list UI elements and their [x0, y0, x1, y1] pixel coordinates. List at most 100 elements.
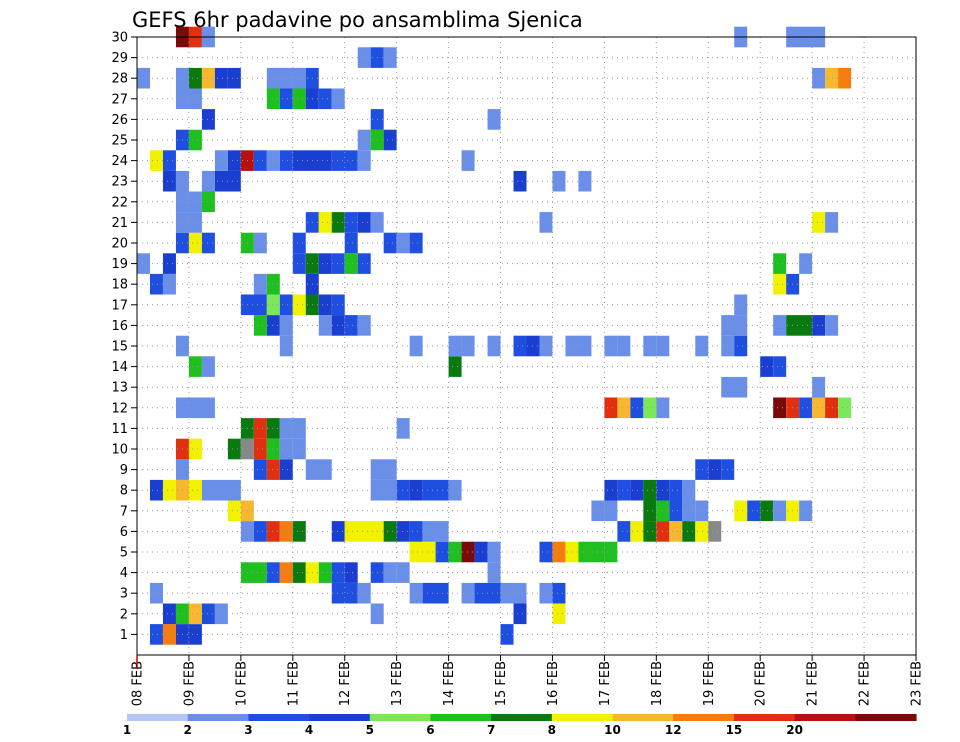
precip-cell: [162, 479, 176, 501]
precip-cell: [292, 562, 306, 583]
y-tick-label: 13: [111, 381, 128, 396]
precip-cell: [188, 356, 202, 377]
y-tick-label: 30: [111, 31, 128, 46]
precip-cell: [825, 212, 839, 233]
precip-cell: [513, 335, 527, 357]
precip-cell: [734, 500, 748, 522]
precip-cell: [331, 212, 345, 233]
precip-cell: [565, 541, 579, 563]
precip-cell: [279, 88, 293, 110]
precip-cell: [318, 562, 332, 583]
precip-cell: [799, 253, 813, 274]
precip-cell: [734, 294, 748, 316]
precip-cell: [162, 170, 176, 192]
precip-cell: [461, 541, 475, 563]
precip-cell: [149, 624, 163, 645]
precip-cell: [773, 315, 787, 336]
x-tick-label: 15 FEB: [494, 661, 509, 706]
precip-cell: [617, 335, 631, 357]
x-tick-label: 18 FEB: [650, 661, 665, 706]
precip-cell: [838, 397, 852, 419]
precip-cell: [630, 521, 644, 542]
precip-cell: [344, 562, 358, 583]
y-tick-label: 5: [120, 546, 128, 561]
precip-cell: [422, 479, 449, 501]
precip-cell: [682, 479, 696, 501]
colorbar-label: 5: [366, 723, 374, 737]
precip-cell: [279, 521, 293, 542]
precip-cell: [422, 582, 449, 604]
precip-cell: [617, 479, 631, 501]
precip-cell: [396, 232, 410, 254]
precip-cell: [201, 170, 215, 192]
colorbar-label: 3: [244, 723, 252, 737]
precip-cell: [188, 232, 202, 254]
x-tick-label: 23 FEB: [910, 661, 925, 706]
precip-cell: [253, 418, 267, 439]
precip-cell: [175, 397, 215, 419]
colorbar-swatch: [673, 714, 735, 721]
colorbar-swatch: [491, 714, 553, 721]
precip-cell: [396, 521, 410, 542]
precip-cell: [137, 67, 150, 89]
precip-cell: [474, 541, 488, 563]
precip-cell: [630, 479, 644, 501]
precip-cell: [422, 521, 449, 542]
precip-cell: [461, 335, 475, 357]
precip-cell: [253, 315, 267, 336]
x-tick-label: 22 FEB: [858, 661, 873, 706]
precip-cell: [266, 150, 280, 171]
precip-cell: [188, 67, 202, 89]
precip-cell: [162, 603, 176, 625]
precip-cell: [344, 253, 358, 274]
colorbar-label: 10: [604, 723, 621, 737]
precip-cell: [448, 541, 462, 563]
precip-cell: [409, 335, 423, 357]
colorbar-swatch: [612, 714, 674, 721]
precip-cell: [201, 603, 215, 625]
precip-cell: [370, 479, 397, 501]
precip-cell: [604, 541, 618, 563]
precip-cell: [292, 253, 306, 274]
precip-cell: [201, 191, 215, 213]
precip-cell: [357, 253, 371, 274]
x-tick-label: 08 FEB: [131, 661, 146, 706]
y-tick-label: 7: [120, 504, 128, 519]
precip-cell: [331, 150, 358, 171]
precip-cell: [188, 479, 202, 501]
precip-cell: [344, 232, 358, 254]
precip-cell: [604, 479, 618, 501]
precip-cell: [357, 212, 371, 233]
precip-cell: [409, 521, 423, 542]
precip-cell: [201, 479, 241, 501]
precip-cell: [695, 335, 709, 357]
precip-cell: [214, 603, 228, 625]
precip-cell: [409, 232, 423, 254]
precip-cell: [357, 150, 371, 171]
y-tick-label: 12: [111, 401, 128, 416]
colorbar-label: 8: [548, 723, 556, 737]
precip-cell: [552, 603, 566, 625]
precip-cell: [370, 459, 397, 480]
precip-cell: [201, 356, 215, 377]
precip-cell: [383, 232, 397, 254]
precip-cell: [149, 582, 163, 604]
x-tick-label: 16 FEB: [546, 661, 561, 706]
precip-cell: [266, 67, 306, 89]
precip-cell: [721, 376, 748, 398]
precip-cell: [318, 315, 332, 336]
precip-cell: [253, 150, 267, 171]
precip-cell: [578, 170, 592, 192]
precip-cell: [448, 479, 462, 501]
precip-cell: [825, 315, 839, 336]
precip-cell: [461, 150, 475, 171]
precip-cell: [318, 253, 332, 274]
precip-cell: [266, 315, 280, 336]
x-tick-label: 20 FEB: [754, 661, 769, 706]
precip-cell: [721, 315, 748, 336]
y-tick-label: 3: [120, 587, 128, 602]
precip-cell: [162, 273, 176, 295]
precip-cell: [539, 212, 553, 233]
precip-cell: [331, 315, 345, 336]
x-tick-label: 12 FEB: [338, 661, 353, 706]
